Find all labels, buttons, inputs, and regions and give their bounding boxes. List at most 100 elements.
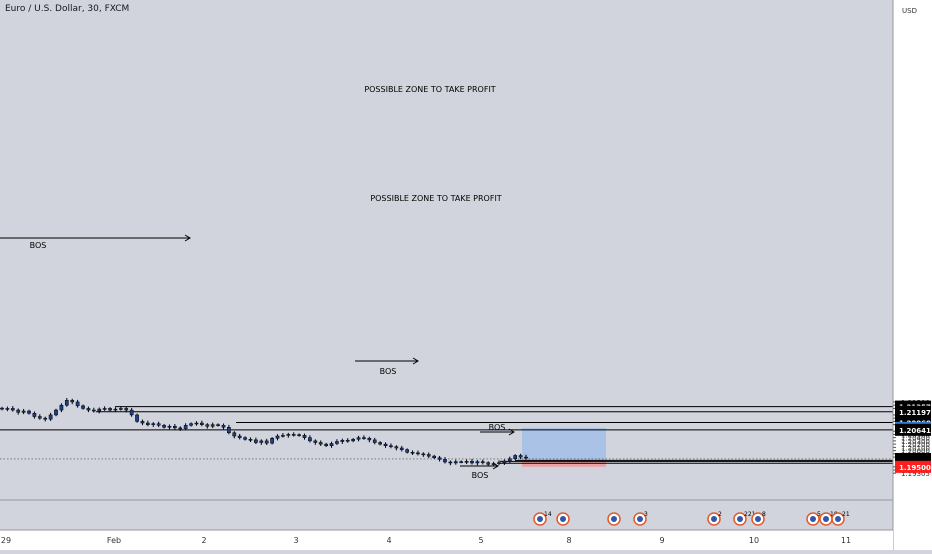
arrow-head-icon [508,428,515,436]
candle [399,447,404,450]
candle [183,425,188,429]
candle [426,454,431,457]
price-tag-label: 1.21197 [899,409,931,417]
x-tick-label: 8 [566,536,571,545]
price-tag-label: 1.19500 [899,464,931,472]
candle [313,440,318,443]
candle [59,404,64,411]
candle [178,427,183,430]
flag-icon [537,516,543,522]
candle [383,443,388,446]
candle [356,437,361,440]
flag-icon [823,516,829,522]
candle [518,455,523,458]
candle [146,422,150,425]
candle [308,437,312,442]
candle [91,409,96,412]
price-tag[interactable] [895,405,931,418]
candle [378,442,382,445]
candle [205,424,210,427]
candle [324,443,328,446]
candle [254,439,258,443]
y-tick-label: 1.20000 [901,448,930,456]
bos-label: BOS [30,241,47,250]
candle [124,408,129,411]
candle [248,439,253,441]
candle [129,409,134,416]
candle [264,440,269,444]
candle [16,409,21,413]
candle [394,446,399,449]
candle [21,410,26,413]
candle [362,437,366,439]
candle [37,416,42,419]
candle [75,401,80,407]
zone-label: POSSIBLE ZONE TO TAKE PROFIT [364,85,495,94]
flag-icon [560,516,566,522]
candle [416,452,420,455]
bos-label: BOS [472,471,489,480]
candle [194,422,199,425]
candle [108,408,112,411]
candle [507,458,512,462]
candle [372,439,377,443]
candle [237,435,242,438]
candle [329,443,334,446]
flag-icon [755,516,761,522]
candle [475,461,480,464]
flag-icon [810,516,816,522]
price-tag[interactable] [895,460,931,473]
candle [32,413,37,417]
x-tick-label: 11 [841,536,851,545]
time-axis[interactable] [0,530,893,550]
candle [189,423,193,426]
flag-icon [711,516,717,522]
candle [5,408,10,410]
candle [275,435,280,439]
candle [86,408,91,411]
candle [118,408,123,410]
candle [297,434,301,436]
price-tag-label: 1.20641 [899,427,931,435]
candle [81,405,85,409]
candle [351,439,355,442]
candle [64,400,69,406]
event-count: 221 [744,511,756,518]
candle [302,435,307,438]
arrow-head-icon [412,357,419,365]
candle [113,408,118,411]
x-tick-label: Feb [107,536,121,545]
candle [70,400,75,403]
candle [210,424,215,427]
candle [243,437,247,440]
candle [470,461,474,464]
flag-icon [835,516,841,522]
event-count: 14 [544,511,552,518]
candle [513,455,518,459]
candle [97,408,102,412]
candle [405,449,410,453]
candle [227,427,231,434]
candle [410,451,415,454]
candle [162,425,166,428]
take-profit-zone[interactable] [522,427,606,461]
candle [291,434,296,436]
x-tick-label: 2 [201,536,206,545]
candle [102,408,107,410]
candle [443,459,447,463]
zone-label: POSSIBLE ZONE TO TAKE PROFIT [370,194,501,203]
y-tick-label: 1.20400 [901,435,930,443]
candle [345,439,350,442]
candle [200,422,204,425]
candle [486,462,491,465]
event-count: 8 [762,511,766,518]
candle [216,424,220,426]
candle [421,453,426,456]
price-tag[interactable] [895,423,931,436]
candle [459,461,464,463]
y-tick-label: 1.20300 [901,438,930,446]
bos-label: BOS [380,367,397,376]
candle [156,423,161,426]
